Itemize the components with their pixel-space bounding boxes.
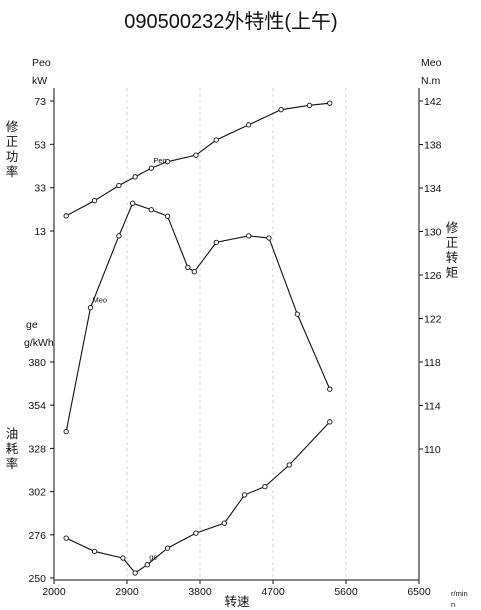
data-point-peo [116,182,122,189]
data-point-peo [63,213,69,219]
x-axis-unit: r/min [451,589,468,598]
ge-tick-label: 380 [28,357,46,369]
data-point-ge [144,562,150,568]
data-point-meo [213,239,219,246]
meo-tick-label: 126 [424,270,442,282]
meo-unit-symbol: Meo [421,57,442,69]
series-label-meo: Meo [93,296,108,305]
ge-unit: g/kWh [24,337,54,349]
data-point-peo [306,102,313,108]
data-point-ge [63,535,69,541]
series-line-meo [65,202,331,432]
meo-tick-label: 118 [424,357,441,369]
ge-tick-label: 354 [28,400,46,412]
data-point-meo [246,233,252,239]
data-point-peo [278,107,284,113]
x-axis-label: 转速 [224,594,250,609]
data-point-ge [120,555,126,561]
ge-axis-title: 油耗率 [6,427,19,471]
x-tick-label: 4700 [261,586,285,598]
meo-tick-label: 130 [424,227,442,239]
data-point-peo [148,165,154,171]
meo-unit: N.m [421,75,441,87]
data-point-meo [266,235,272,241]
y-tick-labels: 13 33 53 73 110 114 118 122 126 130 134 138 142 250 27… [28,96,441,585]
ge-tick-label: 328 [28,443,46,455]
chart-title: 090500232外特性(上午) [124,10,337,33]
ge-tick-label: 250 [28,573,46,585]
peo-tick-label: 13 [34,226,46,238]
meo-tick-label: 114 [424,401,441,413]
peo-tick-label: 53 [34,139,46,151]
data-point-ge [286,462,292,468]
meo-axis-title: 修正转矩 [446,220,459,280]
ge-tick-label: 302 [28,487,46,499]
meo-tick-label: 122 [424,314,442,326]
peo-unit: kW [32,75,47,87]
x-tick-label: 2900 [115,586,139,598]
series-layer: Peo Meo ge [63,100,333,576]
data-point-peo [164,159,171,165]
series-label-peo: Peo [153,156,166,165]
peo-tick-label: 33 [34,183,46,195]
series-line-peo [65,102,330,217]
data-point-ge [262,483,268,490]
data-point-meo [185,264,191,271]
data-point-peo [132,174,138,180]
data-point-ge [164,545,171,551]
ge-tick-label: 276 [28,530,46,542]
gridlines [126,88,420,580]
meo-tick-label: 142 [424,96,442,108]
data-point-ge [91,548,98,555]
data-point-peo [327,100,333,106]
data-point-meo [87,304,94,311]
data-point-ge [221,520,227,526]
data-point-ge [241,492,248,498]
x-tick-label: 2000 [42,586,66,598]
x-tick-label: 3800 [188,586,212,598]
data-point-ge [132,570,138,576]
meo-tick-label: 110 [424,444,441,456]
data-point-peo [213,137,219,143]
meo-tick-label: 138 [424,140,442,152]
meo-tick-label: 134 [424,183,442,195]
series-line-ge [65,421,331,574]
series-label-ge: ge [149,553,157,562]
data-point-peo [193,152,199,158]
data-point-peo [246,122,252,128]
data-point-ge [327,419,333,425]
data-point-meo [63,428,69,435]
ge-unit-symbol: ge [26,319,38,331]
data-point-ge [193,530,199,536]
data-point-meo [294,311,300,317]
x-axis-unit-n: n [451,600,455,609]
data-point-meo [130,200,136,206]
data-point-meo [164,213,171,219]
data-point-meo [327,386,333,392]
data-point-meo [148,207,154,213]
x-tick-labels: 2000 2900 3800 4700 5600 6500 [42,580,431,598]
data-point-meo [191,269,197,275]
x-tick-label: 6500 [407,586,431,598]
x-tick-label: 5600 [334,586,358,598]
data-point-meo [116,233,122,239]
peo-unit-symbol: Peo [32,57,51,69]
data-point-peo [91,198,98,204]
peo-axis-title: 修正功率 [6,119,19,179]
peo-tick-label: 73 [34,96,46,108]
